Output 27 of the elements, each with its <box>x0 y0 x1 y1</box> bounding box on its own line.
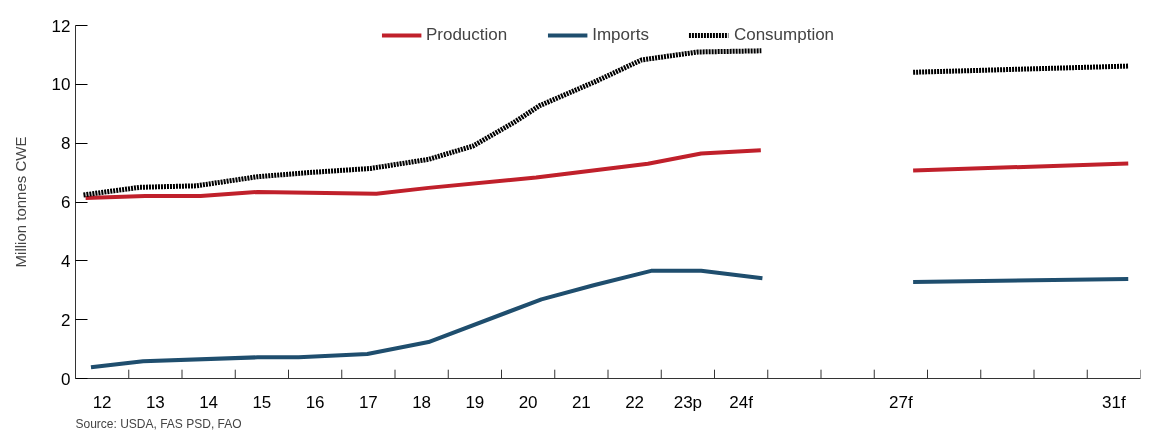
source-note: Source: USDA, FAS PSD, FAO <box>75 416 242 431</box>
x-tick-label: 20 <box>518 392 538 412</box>
x-tick-label: 18 <box>412 392 432 412</box>
x-tick-label: 31f <box>1102 392 1126 412</box>
x-tick-label: 15 <box>252 392 272 412</box>
y-tick-label: 12 <box>51 16 71 36</box>
y-tick-label: 10 <box>51 75 71 95</box>
legend-label: Consumption <box>733 25 835 45</box>
x-tick-label: 27f <box>889 392 913 412</box>
y-tick-label: 2 <box>61 310 71 330</box>
x-tick-label: 12 <box>92 392 112 412</box>
x-tick-label: 24f <box>729 392 754 412</box>
y-tick-label: 8 <box>61 134 71 154</box>
x-tick-label: 23p <box>673 392 703 412</box>
x-tick-label: 13 <box>145 392 165 412</box>
x-tick-label: 22 <box>625 392 645 412</box>
x-tick-label: 16 <box>305 392 325 412</box>
legend-label: Imports <box>592 25 649 45</box>
x-tick-label: 21 <box>571 392 591 412</box>
x-tick-label: 14 <box>199 392 219 412</box>
x-tick-label: 19 <box>465 392 485 412</box>
x-tick-label: 17 <box>358 392 378 412</box>
y-tick-label: 6 <box>61 193 71 212</box>
y-tick-label: 4 <box>61 251 71 271</box>
legend-label: Production <box>425 25 508 45</box>
y-tick-label: 0 <box>61 369 71 389</box>
y-axis-title: Million tonnes CWE <box>11 136 29 268</box>
